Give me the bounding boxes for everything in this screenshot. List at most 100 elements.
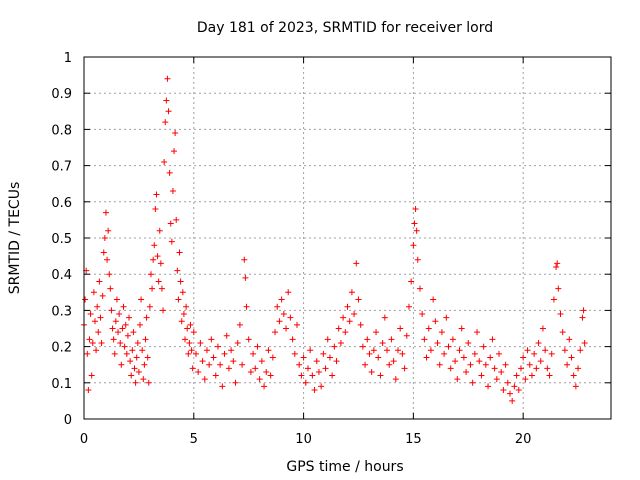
x-tick-label: 5 xyxy=(190,432,198,447)
data-point xyxy=(94,303,101,310)
data-point xyxy=(153,191,160,198)
data-point xyxy=(386,361,393,368)
data-point xyxy=(533,365,540,372)
data-point xyxy=(413,227,420,234)
data-point xyxy=(452,358,459,365)
data-point xyxy=(187,321,194,328)
data-point xyxy=(108,307,115,314)
data-point xyxy=(357,321,364,328)
data-point xyxy=(214,343,221,350)
data-point xyxy=(234,339,241,346)
data-point xyxy=(335,325,342,332)
data-point xyxy=(152,206,159,213)
data-point xyxy=(296,361,303,368)
data-point xyxy=(265,347,272,354)
data-point xyxy=(427,347,434,354)
y-tick-label: 0.8 xyxy=(51,123,72,138)
data-point xyxy=(463,368,470,375)
data-point xyxy=(87,311,94,318)
data-point xyxy=(373,329,380,336)
data-point xyxy=(199,358,206,365)
data-point xyxy=(176,249,183,256)
data-point xyxy=(511,383,518,390)
data-point xyxy=(135,368,142,375)
data-point xyxy=(392,376,399,383)
data-point xyxy=(225,365,232,372)
data-point xyxy=(570,372,577,379)
data-point xyxy=(269,354,276,361)
data-point xyxy=(90,289,97,296)
data-point xyxy=(258,358,265,365)
data-point xyxy=(311,387,318,394)
data-point xyxy=(149,285,156,292)
data-point xyxy=(122,321,129,328)
data-point xyxy=(500,387,507,394)
data-point xyxy=(517,365,524,372)
data-point xyxy=(476,358,483,365)
data-point xyxy=(566,336,573,343)
data-point xyxy=(577,347,584,354)
data-point xyxy=(333,358,340,365)
data-point xyxy=(548,350,555,357)
data-point xyxy=(212,372,219,379)
data-point xyxy=(151,242,158,249)
data-point xyxy=(157,260,164,267)
data-point xyxy=(430,296,437,303)
data-point xyxy=(128,372,135,379)
data-point xyxy=(539,325,546,332)
data-point xyxy=(133,354,140,361)
data-point xyxy=(121,343,128,350)
data-point xyxy=(491,365,498,372)
data-point xyxy=(478,372,485,379)
data-point xyxy=(390,358,397,365)
data-point xyxy=(368,368,375,375)
data-point xyxy=(445,343,452,350)
data-point xyxy=(278,296,285,303)
data-point xyxy=(208,336,215,343)
data-point xyxy=(496,350,503,357)
data-point xyxy=(498,368,505,375)
data-point xyxy=(550,296,557,303)
data-point xyxy=(183,303,190,310)
data-point xyxy=(119,325,126,332)
data-point xyxy=(377,372,384,379)
data-point xyxy=(329,372,336,379)
data-point xyxy=(189,365,196,372)
data-point xyxy=(134,339,141,346)
y-tick-label: 0.3 xyxy=(51,304,72,319)
data-point xyxy=(228,347,235,354)
data-point xyxy=(351,311,358,318)
data-point xyxy=(85,387,92,394)
data-point xyxy=(164,75,171,82)
data-point xyxy=(160,307,167,314)
data-point xyxy=(544,365,551,372)
data-point xyxy=(289,336,296,343)
data-point xyxy=(206,361,213,368)
data-point xyxy=(217,361,224,368)
data-point xyxy=(355,296,362,303)
data-point xyxy=(553,263,560,270)
data-point xyxy=(107,285,114,292)
data-point xyxy=(243,303,250,310)
data-point xyxy=(174,267,181,274)
data-point xyxy=(554,260,561,267)
data-point xyxy=(136,321,143,328)
data-point xyxy=(139,347,146,354)
y-tick-label: 0.7 xyxy=(51,160,72,175)
data-point xyxy=(195,368,202,375)
data-point xyxy=(162,119,169,126)
data-point xyxy=(401,365,408,372)
data-point xyxy=(423,354,430,361)
data-point xyxy=(561,347,568,354)
data-point xyxy=(454,376,461,383)
data-point xyxy=(104,256,111,263)
data-point xyxy=(138,296,145,303)
data-point xyxy=(261,383,268,390)
data-point xyxy=(113,296,120,303)
axis-ticks: 0 5 10 15 20 0 0.1 0.2 0.3 0.4 0.5 0.6 0.7 0.8 0.9 1 xyxy=(51,51,611,447)
data-point xyxy=(175,296,182,303)
data-point xyxy=(441,350,448,357)
data-point xyxy=(414,256,421,263)
data-point xyxy=(322,365,329,372)
data-point xyxy=(410,242,417,249)
